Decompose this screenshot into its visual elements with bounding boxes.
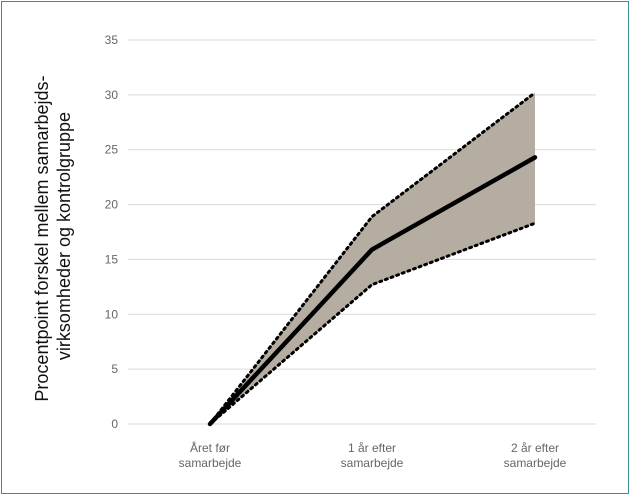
y-tick-label: 0 xyxy=(111,417,118,431)
confidence-band-area xyxy=(210,92,535,425)
y-tick-label: 5 xyxy=(111,362,118,376)
y-tick-label: 10 xyxy=(105,307,119,321)
y-tick-label: 25 xyxy=(105,143,119,157)
y-tick-label: 20 xyxy=(105,198,119,212)
estimate-line xyxy=(207,155,538,427)
x-tick-label: 2 år efter samarbejde xyxy=(504,441,567,470)
y-axis-label: Procentpoint forskel mellem samarbejds- … xyxy=(32,70,74,401)
upper-bound-line xyxy=(208,91,537,426)
series-lines xyxy=(207,91,538,427)
lower-bound-line xyxy=(208,221,537,426)
y-tick-label: 30 xyxy=(105,88,119,102)
y-tick-labels: 0 5 10 15 20 25 30 35 xyxy=(105,33,119,431)
x-tick-label: Året før samarbejde xyxy=(179,440,242,470)
y-tick-label: 35 xyxy=(105,33,119,47)
confidence-band xyxy=(210,92,535,425)
x-tick-labels: Året før samarbejde 1 år efter samarbejde 2 … xyxy=(179,440,567,470)
y-axis-label-line-2: virksomheder og kontrolgruppe xyxy=(54,112,74,360)
x-tick-label: 1 år efter samarbejde xyxy=(341,441,404,470)
y-tick-label: 15 xyxy=(105,252,119,266)
y-axis-label-line-1: Procentpoint forskel mellem samarbejds- xyxy=(32,75,52,401)
